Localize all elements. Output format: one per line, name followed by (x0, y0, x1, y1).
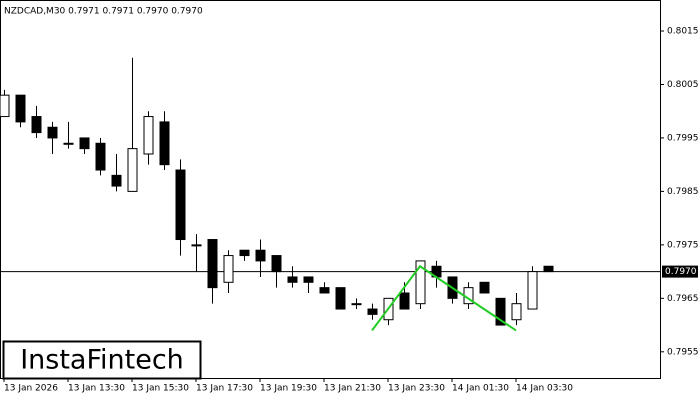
candle-body (367, 308, 378, 315)
watermark-box (2, 340, 202, 380)
y-tick-label: 0.7985 (667, 187, 699, 197)
pattern-line (371, 264, 517, 332)
candle-body (255, 249, 266, 262)
candle-body (207, 239, 218, 289)
candle-body (159, 121, 170, 166)
y-tick-label: 0.7975 (667, 240, 699, 250)
y-tick-label: 0.7965 (667, 294, 699, 304)
price-label-box (662, 265, 698, 278)
candle-body (271, 255, 282, 273)
chart-title: NZDCAD,M30 0.7971 0.7971 0.7970 0.7970 (4, 7, 203, 17)
x-tick-label: 14 Jan 03:30 (516, 384, 573, 394)
candle-body (175, 169, 186, 241)
x-tick-label: 13 Jan 13:30 (68, 384, 125, 394)
candle-body (223, 255, 234, 283)
y-tick-label: 0.8005 (667, 80, 699, 90)
candle-body (495, 297, 506, 326)
candle-body (95, 142, 106, 171)
watermark: InstaFintech (20, 345, 184, 376)
candle-body (351, 303, 362, 306)
candle-body (191, 244, 202, 247)
y-tick-label: 0.8015 (667, 27, 699, 37)
candle-body (111, 174, 122, 187)
candle-body (511, 303, 522, 321)
candle-body (479, 281, 490, 294)
y-tick-label: 0.7995 (667, 133, 699, 143)
x-tick-label: 13 Jan 23:30 (388, 384, 445, 394)
candle-body (287, 276, 298, 283)
x-tick-label: 13 Jan 2026 (4, 384, 58, 394)
candle-body (127, 148, 138, 192)
candle-body (543, 265, 554, 273)
candle-body (47, 126, 58, 139)
candle-body (527, 271, 538, 310)
y-tick-label: 0.7955 (667, 347, 699, 357)
x-tick-label: 13 Jan 19:30 (260, 384, 317, 394)
candle-body (0, 94, 10, 118)
candle-body (143, 116, 154, 155)
candle-body (63, 142, 74, 145)
x-tick-label: 13 Jan 17:30 (196, 384, 253, 394)
candle-body (15, 94, 26, 123)
candle-body (415, 260, 426, 305)
candle-body (335, 287, 346, 310)
candle-body (399, 292, 410, 310)
x-tick-label: 13 Jan 15:30 (132, 384, 189, 394)
candle-body (303, 276, 314, 283)
candle-body (239, 249, 250, 257)
x-tick-label: 13 Jan 21:30 (324, 384, 381, 394)
candle-body (79, 137, 90, 150)
plot-area (0, 0, 661, 379)
candle-body (319, 287, 330, 294)
price-label: 0.7970 (665, 267, 697, 277)
candle-body (31, 116, 42, 134)
x-tick-label: 14 Jan 01:30 (452, 384, 509, 394)
